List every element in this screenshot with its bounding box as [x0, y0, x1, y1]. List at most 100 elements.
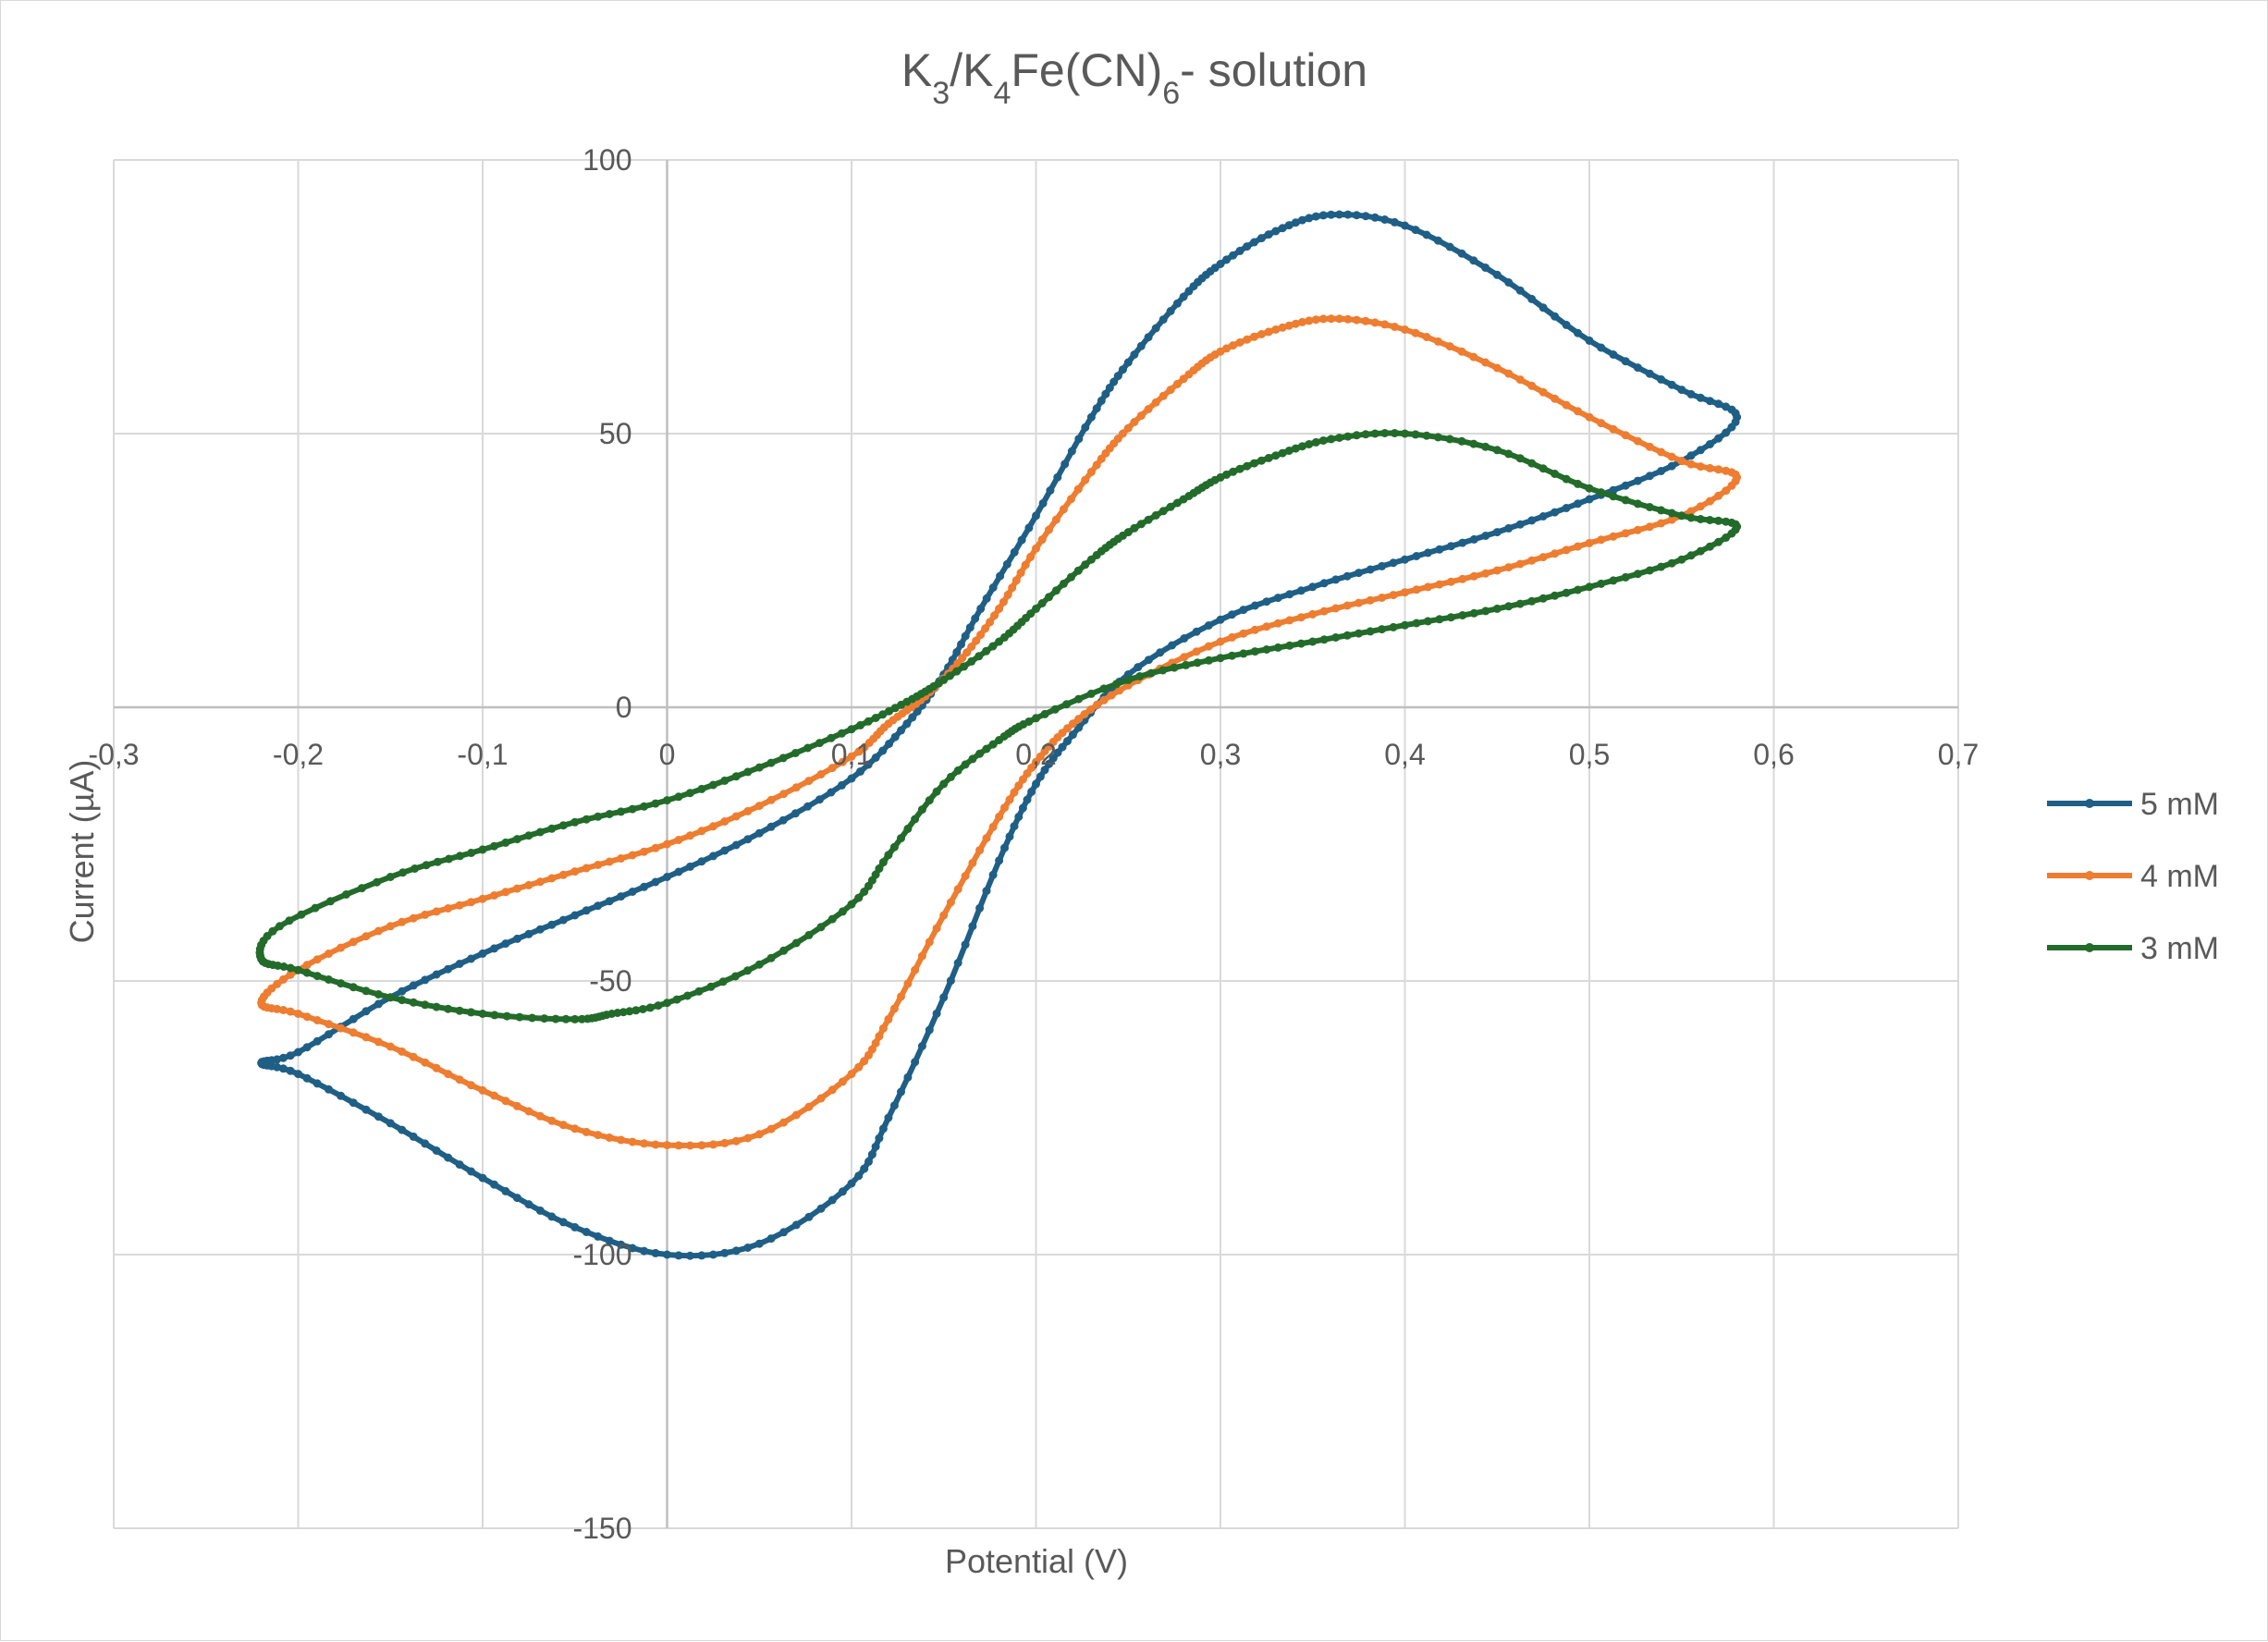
data-point [409, 998, 418, 1007]
data-point [501, 1186, 510, 1195]
data-point [570, 1222, 580, 1232]
tick-layer: -0,3 -0,2 -0,1 0 0,1 0,2 0,3 0,4 0,5 0,6 0,7 100 50 0… [88, 143, 1979, 1545]
data-point [897, 992, 905, 1001]
data-point [628, 804, 637, 814]
data-point [374, 1112, 383, 1121]
x-tick-label: 0,1 [831, 738, 872, 771]
data-point [1023, 769, 1032, 778]
data-point [1250, 238, 1258, 247]
data-point [286, 1007, 295, 1016]
data-point [341, 890, 350, 899]
data-point [828, 914, 837, 924]
data-point [932, 924, 941, 933]
x-tick-label: 0,3 [1200, 738, 1241, 771]
data-point [398, 996, 407, 1005]
data-point [1352, 211, 1361, 220]
data-point [325, 1030, 333, 1039]
data-point [1036, 772, 1045, 781]
data-point [720, 776, 729, 785]
data-point [1370, 429, 1379, 438]
data-point [455, 960, 464, 968]
data-point [409, 981, 418, 990]
data-point [1130, 418, 1139, 426]
data-point [1727, 529, 1736, 538]
data-point [1677, 386, 1686, 395]
data-point [1067, 447, 1076, 456]
data-point [988, 870, 998, 879]
data-point [971, 614, 980, 623]
data-point [1285, 590, 1294, 599]
data-point [1504, 369, 1514, 378]
data-point [1469, 608, 1478, 618]
data-point [1401, 555, 1409, 564]
data-point [999, 597, 1008, 607]
data-point [1714, 465, 1723, 474]
data-point [1574, 479, 1582, 488]
data-point [1609, 350, 1618, 359]
data-point [1492, 604, 1502, 613]
data-point [731, 840, 741, 850]
data-point [731, 812, 741, 821]
data-point [683, 991, 693, 1000]
y-tick-label: -50 [589, 964, 631, 998]
data-point [1010, 547, 1019, 557]
data-point [1027, 763, 1036, 772]
data-point [816, 923, 826, 932]
data-point [1380, 215, 1390, 224]
data-point [1562, 504, 1571, 512]
data-point [582, 864, 591, 873]
data-point [1458, 611, 1467, 619]
data-point [1059, 505, 1068, 514]
data-point [1515, 559, 1525, 569]
data-point [854, 1171, 864, 1181]
data-point [847, 774, 856, 783]
data-point [854, 893, 864, 902]
data-point [860, 1057, 869, 1066]
data-point [1305, 316, 1314, 325]
data-point [421, 1058, 430, 1067]
data-point [398, 868, 408, 877]
data-point [847, 1179, 856, 1188]
data-point [349, 1028, 358, 1037]
data-point [501, 888, 510, 897]
data-point [398, 1047, 407, 1056]
data-point [1539, 512, 1548, 521]
data-point [1411, 430, 1420, 439]
data-point [1166, 307, 1175, 315]
data-point [952, 667, 962, 676]
data-point [1144, 656, 1153, 665]
data-point [779, 790, 789, 799]
data-point [1144, 515, 1153, 524]
legend-label: 5 mM [2140, 787, 2219, 822]
data-point [478, 845, 487, 854]
data-point [856, 720, 864, 729]
data-point [961, 940, 970, 950]
data-point [1331, 604, 1341, 613]
data-point [961, 631, 970, 641]
data-point [605, 857, 614, 866]
data-point [1257, 234, 1266, 243]
x-tick-label: 0,7 [1938, 738, 1979, 771]
data-point [286, 1051, 295, 1060]
data-point [294, 965, 302, 974]
data-point [325, 975, 333, 984]
data-point [988, 583, 998, 592]
data-point [313, 1079, 322, 1088]
data-point [828, 1085, 837, 1095]
data-point [467, 1167, 475, 1176]
data-point [754, 1130, 764, 1139]
data-point [1099, 695, 1109, 705]
data-point [838, 907, 847, 916]
data-point [1645, 472, 1654, 481]
data-point [917, 805, 926, 815]
data-point [890, 732, 900, 741]
data-point [1151, 510, 1160, 520]
data-point [1585, 538, 1594, 547]
data-point [995, 736, 1004, 744]
data-point [1504, 449, 1514, 459]
data-point [867, 1150, 877, 1159]
data-point [1005, 832, 1014, 841]
data-point [1378, 625, 1387, 634]
data-point [1032, 544, 1040, 553]
data-point [791, 749, 800, 757]
